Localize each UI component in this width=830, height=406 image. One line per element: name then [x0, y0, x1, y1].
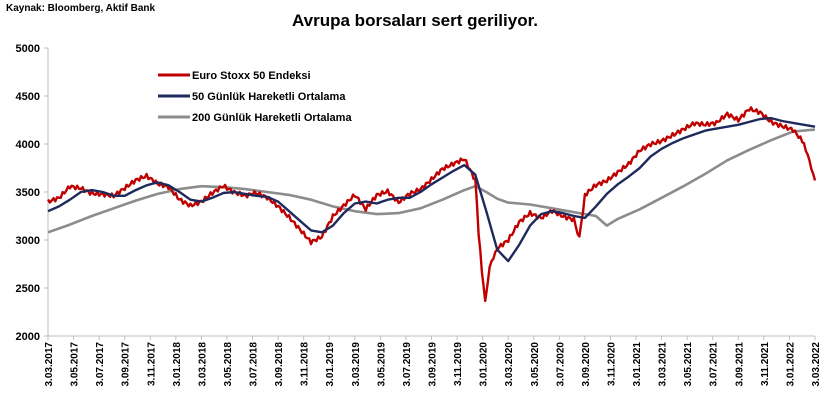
- x-tick-label: 3.11.2019: [453, 342, 464, 386]
- x-tick-label: 3.07.2018: [249, 342, 260, 387]
- x-tick-label: 3.01.2018: [172, 342, 183, 387]
- x-tick-label: 3.03.2018: [197, 342, 208, 387]
- x-tick-label: 3.03.2017: [44, 342, 55, 387]
- x-tick-label: 3.01.2022: [785, 342, 796, 387]
- y-tick-label: 5000: [16, 43, 40, 55]
- x-tick-label: 3.05.2021: [683, 342, 694, 387]
- x-tick-label: 3.07.2017: [95, 342, 106, 387]
- series-lines: [46, 106, 817, 303]
- x-tick-label: 3.09.2020: [581, 342, 592, 387]
- x-tick-label: 3.11.2018: [300, 342, 311, 386]
- x-tick-label: 3.11.2017: [146, 342, 157, 386]
- legend: Euro Stoxx 50 Endeksi 50 Günlük Hareketli…: [158, 70, 352, 124]
- x-tick-label: 3.09.2021: [734, 342, 745, 387]
- x-tick-label: 3.03.2020: [504, 342, 515, 387]
- x-tick-label: 3.09.2017: [121, 342, 132, 387]
- x-tick-labels: 3.03.2017 3.05.2017 3.07.2017 3.09.2017 3.11…: [44, 342, 822, 387]
- y-tick-label: 3000: [16, 235, 40, 247]
- y-tick-label: 2000: [16, 331, 40, 343]
- axes: [44, 47, 816, 340]
- legend-label-2: 200 Günlük Hareketli Ortalama: [192, 112, 352, 124]
- x-tick-label: 3.09.2018: [274, 342, 285, 387]
- x-tick-label: 3.01.2019: [325, 342, 336, 387]
- series-line-2: [47, 128, 816, 234]
- x-tick-label: 3.01.2021: [632, 342, 643, 387]
- y-tick-labels: 2000 2500 3000 3500 4000 4500 5000: [16, 43, 40, 343]
- x-tick-label: 3.07.2019: [402, 342, 413, 387]
- y-tick-label: 3500: [16, 187, 40, 199]
- x-tick-label: 3.07.2021: [709, 342, 720, 387]
- x-tick-label: 3.11.2020: [606, 342, 617, 386]
- x-tick-label: 3.07.2020: [555, 342, 566, 387]
- y-tick-label: 4500: [16, 91, 40, 103]
- legend-label-1: 50 Günlük Hareketli Ortalama: [192, 91, 346, 103]
- x-tick-label: 3.11.2021: [760, 342, 771, 386]
- x-tick-label: 3.05.2020: [530, 342, 541, 387]
- series-line-1: [47, 116, 816, 263]
- x-tick-label: 3.03.2019: [351, 342, 362, 387]
- x-tick-label: 3.01.2020: [479, 342, 490, 387]
- y-tick-label: 2500: [16, 283, 40, 295]
- x-tick-label: 3.03.2021: [658, 342, 669, 387]
- legend-label-0: Euro Stoxx 50 Endeksi: [192, 70, 311, 82]
- x-tick-label: 3.05.2017: [70, 342, 81, 387]
- x-tick-label: 3.03.2022: [811, 342, 822, 387]
- series-line-0: [46, 106, 817, 303]
- source-note: Kaynak: Bloomberg, Aktif Bank: [6, 3, 156, 14]
- x-tick-label: 3.05.2019: [376, 342, 387, 387]
- chart-title: Avrupa borsaları sert geriliyor.: [292, 11, 538, 30]
- x-tick-label: 3.09.2019: [428, 342, 439, 387]
- y-tick-label: 4000: [16, 139, 40, 151]
- x-tick-label: 3.05.2018: [223, 342, 234, 387]
